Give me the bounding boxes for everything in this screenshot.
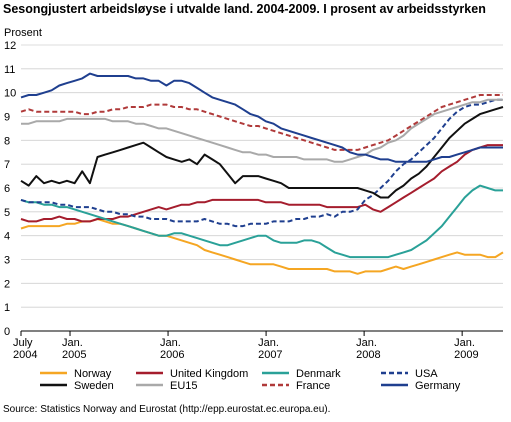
x-tick-label: Jan. <box>454 337 475 349</box>
series-line-norway <box>20 218 504 275</box>
y-tick-label: 9 <box>4 112 10 124</box>
y-tick-label: 6 <box>4 183 10 195</box>
x-tick-labels: July2004Jan.2005Jan.2006Jan.2007Jan.2008… <box>13 331 479 361</box>
series-line-sweden <box>20 106 504 199</box>
legend: Norway United Kingdom Denmark USA Sweden EU15… <box>40 368 461 392</box>
legend-label: Germany <box>415 380 461 392</box>
y-tick-label: 8 <box>4 135 10 147</box>
legend-item-france: France <box>262 380 330 392</box>
y-tick-label: 1 <box>4 302 10 314</box>
series-line-denmark <box>20 184 503 259</box>
x-tick-label: 2009 <box>454 349 478 361</box>
legend-label: France <box>296 380 330 392</box>
y-tick-label: 11 <box>4 64 15 76</box>
series-line-usa <box>20 98 503 228</box>
y-tick-label: 2 <box>4 278 10 290</box>
y-tick-label: 0 <box>4 326 10 338</box>
x-tick-label: Jan. <box>62 337 83 349</box>
x-tick-label: 2004 <box>13 349 37 361</box>
legend-item-norway: Norway <box>40 368 112 380</box>
x-tick-label: Jan. <box>356 337 377 349</box>
series-line-united-kingdom <box>20 144 503 223</box>
x-tick-label: July <box>13 337 33 349</box>
legend-label: EU15 <box>170 380 198 392</box>
series-line-eu15 <box>21 98 503 163</box>
legend-item-denmark: Denmark <box>262 368 341 380</box>
legend-item-eu15: EU15 <box>136 380 198 392</box>
source-note: Source: Statistics Norway and Eurostat (… <box>3 404 331 415</box>
x-tick-label: 2007 <box>258 349 282 361</box>
x-tick-label: 2006 <box>160 349 184 361</box>
chart-title: Sesongjustert arbeidsløyse i utvalde lan… <box>3 2 486 16</box>
series-line-france <box>20 94 503 151</box>
legend-item-united-kingdom: United Kingdom <box>136 368 248 380</box>
legend-item-usa: USA <box>381 368 438 380</box>
series-line-germany <box>20 72 503 163</box>
y-tick-label: 7 <box>4 159 10 171</box>
y-tick-label: 4 <box>4 231 10 243</box>
y-tick-label: 5 <box>4 207 10 219</box>
x-tick-label: Jan. <box>258 337 279 349</box>
y-tick-label: 3 <box>4 255 10 267</box>
y-tick-label: 12 <box>4 40 16 52</box>
legend-label: Norway <box>74 368 112 380</box>
legend-label: USA <box>415 368 438 380</box>
grid-lines <box>21 44 503 332</box>
series-lines <box>20 72 504 275</box>
y-tick-label: 10 <box>4 88 16 100</box>
x-tick-label: Jan. <box>160 337 181 349</box>
legend-item-germany: Germany <box>381 380 461 392</box>
legend-label: Denmark <box>296 368 341 380</box>
legend-item-sweden: Sweden <box>40 380 114 392</box>
legend-label: United Kingdom <box>170 368 248 380</box>
x-tick-label: 2005 <box>62 349 86 361</box>
x-tick-label: 2008 <box>356 349 380 361</box>
y-axis-label: Prosent <box>4 27 42 39</box>
legend-label: Sweden <box>74 380 114 392</box>
